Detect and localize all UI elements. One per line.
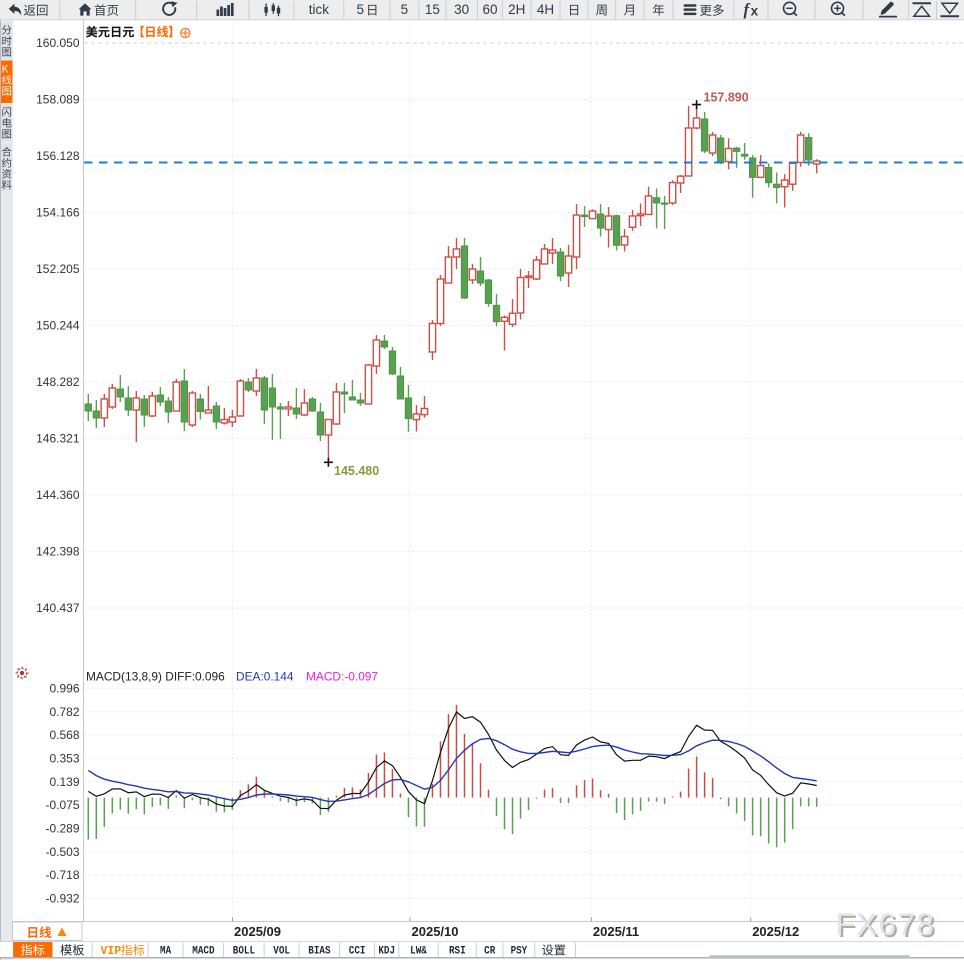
svg-text:5: 5 bbox=[357, 2, 365, 17]
svg-text:2025/11: 2025/11 bbox=[593, 924, 639, 939]
svg-text:30: 30 bbox=[454, 2, 469, 17]
svg-text:60: 60 bbox=[482, 2, 497, 17]
svg-text:CR: CR bbox=[484, 945, 496, 958]
svg-text:146.321: 146.321 bbox=[36, 432, 80, 446]
svg-text:2025/09: 2025/09 bbox=[234, 924, 281, 939]
svg-text:MA: MA bbox=[160, 945, 172, 958]
svg-text:15: 15 bbox=[425, 2, 440, 17]
svg-text:-0.075: -0.075 bbox=[45, 798, 79, 812]
svg-text:4H: 4H bbox=[537, 2, 554, 17]
svg-text:0.996: 0.996 bbox=[49, 682, 79, 696]
svg-text:158.089: 158.089 bbox=[36, 93, 80, 107]
svg-text:5: 5 bbox=[401, 2, 409, 17]
svg-text:-0.503: -0.503 bbox=[45, 845, 79, 859]
svg-text:FX678: FX678 bbox=[836, 906, 936, 942]
svg-text:-0.718: -0.718 bbox=[45, 868, 79, 882]
svg-text:tick: tick bbox=[309, 2, 330, 17]
svg-text:160.050: 160.050 bbox=[36, 36, 80, 50]
svg-text:MACD:-0.097: MACD:-0.097 bbox=[306, 670, 378, 684]
svg-text:MACD(13,8,9) DIFF:0.096: MACD(13,8,9) DIFF:0.096 bbox=[86, 670, 225, 684]
svg-text:VIP: VIP bbox=[101, 945, 122, 958]
svg-text:157.890: 157.890 bbox=[704, 91, 749, 105]
svg-text:f: f bbox=[744, 0, 751, 19]
svg-text:BOLL: BOLL bbox=[233, 945, 255, 958]
svg-text:154.166: 154.166 bbox=[36, 206, 80, 220]
svg-text:-0.289: -0.289 bbox=[45, 822, 79, 836]
svg-text:145.480: 145.480 bbox=[334, 464, 379, 478]
svg-text:VOL: VOL bbox=[273, 945, 290, 958]
svg-text:0.568: 0.568 bbox=[49, 728, 79, 742]
svg-text:RSI: RSI bbox=[449, 945, 466, 958]
svg-text:0.353: 0.353 bbox=[49, 752, 79, 766]
svg-text:2025/12: 2025/12 bbox=[752, 924, 799, 939]
svg-text:FX678: FX678 bbox=[838, 908, 938, 944]
svg-text:2H: 2H bbox=[508, 2, 525, 17]
svg-text:DEA:0.144: DEA:0.144 bbox=[236, 670, 294, 684]
svg-text:142.398: 142.398 bbox=[36, 545, 80, 559]
svg-text:x: x bbox=[751, 3, 759, 18]
svg-text:152.205: 152.205 bbox=[36, 262, 80, 276]
svg-text:0.782: 0.782 bbox=[49, 705, 79, 719]
svg-text:0.139: 0.139 bbox=[49, 775, 79, 789]
svg-text:CCI: CCI bbox=[349, 945, 366, 958]
svg-text:144.360: 144.360 bbox=[36, 488, 80, 502]
svg-text:KDJ: KDJ bbox=[378, 945, 395, 958]
svg-text:156.128: 156.128 bbox=[36, 149, 80, 163]
svg-text:BIAS: BIAS bbox=[308, 945, 330, 958]
svg-text:-0.932: -0.932 bbox=[45, 891, 79, 905]
svg-text:150.244: 150.244 bbox=[36, 319, 80, 333]
svg-text:140.437: 140.437 bbox=[36, 601, 80, 615]
svg-text:MACD: MACD bbox=[192, 945, 214, 958]
svg-text:2025/10: 2025/10 bbox=[412, 924, 459, 939]
svg-text:148.282: 148.282 bbox=[36, 375, 80, 389]
svg-text:PSY: PSY bbox=[511, 945, 528, 958]
svg-text:LW&: LW& bbox=[410, 945, 427, 958]
